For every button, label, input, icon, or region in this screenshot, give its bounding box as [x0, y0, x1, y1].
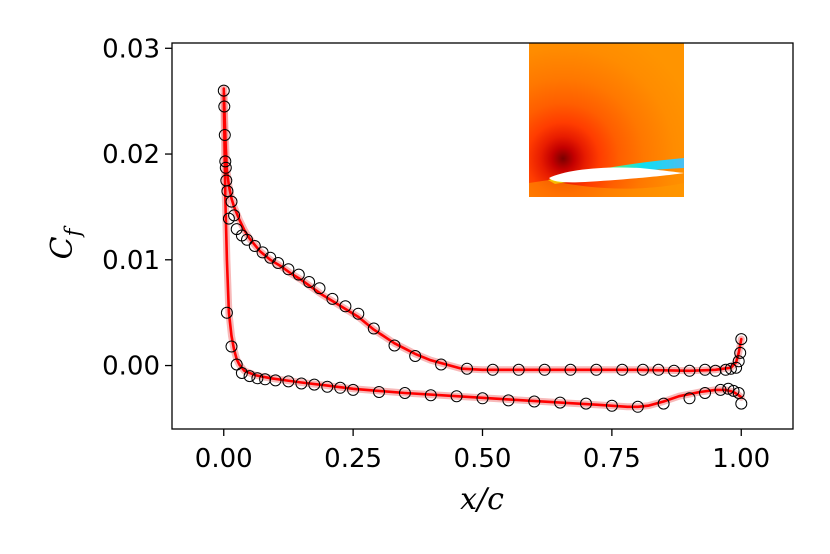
data-point: [347, 383, 360, 396]
y-axis-label-sub: f: [61, 225, 85, 238]
data-point: [709, 364, 722, 377]
data-point: [554, 396, 567, 409]
data-point: [450, 390, 463, 403]
data-point: [292, 268, 305, 281]
data-point: [605, 399, 618, 412]
data-point: [631, 400, 644, 413]
data-point: [502, 394, 515, 407]
data-point: [476, 392, 489, 405]
data-point: [218, 129, 231, 141]
data-point: [220, 306, 233, 319]
airflow-contour-inset: [529, 43, 684, 197]
data-point: [367, 322, 380, 335]
data-point: [295, 377, 308, 390]
data-point: [734, 346, 747, 359]
data-point: [326, 292, 339, 305]
data-point: [219, 161, 232, 174]
x-tick-label: 1.00: [712, 444, 770, 474]
data-point: [683, 364, 696, 377]
data-point: [388, 339, 401, 352]
data-point: [251, 372, 264, 385]
y-axis: 0.00 0.01 0.02 0.03: [102, 34, 172, 382]
data-point: [339, 300, 352, 313]
data-point: [735, 333, 748, 346]
data-point: [225, 195, 238, 208]
data-point: [308, 378, 321, 391]
data-point: [699, 387, 711, 399]
data-point: [217, 84, 230, 97]
data-point: [424, 389, 437, 402]
data-point: [616, 363, 629, 376]
data-point: [461, 362, 473, 375]
data-point: [303, 276, 316, 288]
data-point: [282, 263, 295, 276]
data-point: [235, 367, 248, 379]
x-tick-label: 0.50: [454, 444, 512, 474]
data-point: [334, 381, 347, 394]
data-point: [243, 370, 256, 383]
data-point: [538, 363, 551, 376]
data-point: [683, 392, 696, 405]
data-point: [580, 397, 592, 410]
data-point: [269, 374, 282, 387]
data-point: [636, 363, 649, 376]
data-point: [409, 350, 422, 362]
data-point: [714, 383, 727, 396]
data-point: [727, 384, 740, 397]
data-point: [272, 257, 285, 269]
data-point: [735, 397, 748, 410]
data-point: [528, 395, 541, 408]
data-point: [321, 380, 334, 393]
x-tick-label: 0.00: [195, 444, 253, 474]
series-markers: [217, 84, 748, 413]
y-axis-label-main: C: [45, 236, 80, 259]
data-point: [668, 364, 680, 377]
data-point: [722, 382, 735, 395]
data-point: [590, 363, 603, 376]
y-tick-label: 0.00: [102, 352, 160, 382]
data-point: [225, 340, 238, 353]
data-point: [228, 209, 241, 222]
x-axis: 0.00 0.25 0.50 0.75 1.00: [195, 429, 770, 474]
x-tick-label: 0.75: [583, 444, 641, 474]
data-point: [218, 100, 231, 113]
data-point: [732, 355, 745, 368]
data-point: [699, 363, 711, 376]
data-point: [730, 361, 743, 374]
data-point: [221, 185, 234, 198]
data-point: [219, 155, 232, 168]
data-point: [652, 363, 665, 376]
svg-text:Cf: Cf: [45, 225, 85, 259]
data-point: [282, 375, 295, 388]
data-point: [230, 358, 243, 371]
x-axis-label: x/c: [460, 482, 504, 517]
data-point: [435, 358, 448, 371]
y-axis-label: Cf: [45, 225, 85, 259]
data-point: [352, 307, 365, 320]
data-point: [564, 363, 577, 376]
data-point: [313, 282, 326, 295]
data-point: [398, 387, 411, 399]
data-point: [724, 362, 737, 375]
data-point: [657, 397, 670, 410]
y-tick-label: 0.02: [102, 140, 160, 170]
data-point: [512, 363, 525, 376]
data-point: [373, 386, 385, 398]
data-point: [248, 240, 261, 252]
data-point: [241, 233, 253, 246]
data-point: [486, 363, 499, 376]
x-tick-label: 0.25: [324, 444, 382, 474]
y-tick-label: 0.01: [102, 246, 160, 276]
y-tick-label: 0.03: [102, 34, 160, 64]
